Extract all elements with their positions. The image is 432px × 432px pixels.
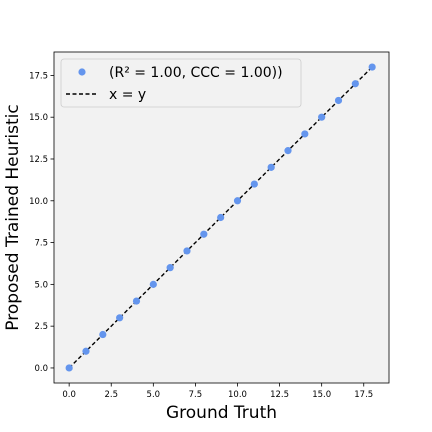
data-point xyxy=(116,314,124,322)
y-tick-label: 12.5 xyxy=(29,155,48,165)
legend-marker-scatter xyxy=(78,68,86,76)
y-axis-label: Proposed Trained Heuristic xyxy=(3,104,23,330)
data-point xyxy=(301,130,309,138)
scatter-points xyxy=(65,63,376,372)
x-axis-label: Ground Truth xyxy=(166,403,277,423)
data-point xyxy=(65,364,73,372)
x-tick-label: 17.5 xyxy=(354,390,373,400)
y-axis: 0.0 2.5 5.0 7.5 10.0 12.5 15.0 17.5 xyxy=(29,71,54,374)
data-point xyxy=(334,96,343,105)
data-point xyxy=(267,163,275,171)
x-tick-label: 5.0 xyxy=(147,390,161,400)
data-point xyxy=(217,213,225,222)
x-tick-label: 15.0 xyxy=(312,390,331,400)
y-tick-label: 2.5 xyxy=(34,322,48,332)
data-point xyxy=(351,80,359,88)
data-point xyxy=(200,230,208,238)
x-axis: 0.0 2.5 5.0 7.5 10.0 12.5 15.0 17.5 xyxy=(62,383,373,400)
data-point xyxy=(318,113,326,121)
x-tick-label: 10.0 xyxy=(228,390,247,400)
data-point xyxy=(166,264,174,272)
data-point xyxy=(82,347,90,355)
x-tick-label: 0.0 xyxy=(62,390,76,400)
legend: (R² = 1.00, CCC = 1.00)) x = y xyxy=(60,58,302,108)
data-point xyxy=(183,247,191,255)
data-point xyxy=(233,197,242,205)
legend-label-line: x = y xyxy=(109,87,146,103)
y-tick-label: 17.5 xyxy=(29,71,48,81)
legend-box xyxy=(60,58,302,108)
y-tick-label: 10.0 xyxy=(29,197,48,207)
y-tick-label: 5.0 xyxy=(34,280,48,290)
data-point xyxy=(250,180,258,188)
data-point xyxy=(149,280,157,288)
x-tick-label: 7.5 xyxy=(189,390,203,400)
y-tick-label: 15.0 xyxy=(29,113,48,123)
x-tick-label: 12.5 xyxy=(270,390,289,400)
x-tick-label: 2.5 xyxy=(104,390,118,400)
y-tick-label: 7.5 xyxy=(34,239,48,249)
data-point xyxy=(284,147,292,155)
data-point xyxy=(132,297,141,305)
data-point xyxy=(368,63,376,71)
legend-label-scatter: (R² = 1.00, CCC = 1.00)) xyxy=(109,65,283,81)
data-point xyxy=(99,330,107,339)
y-tick-label: 0.0 xyxy=(34,364,48,374)
